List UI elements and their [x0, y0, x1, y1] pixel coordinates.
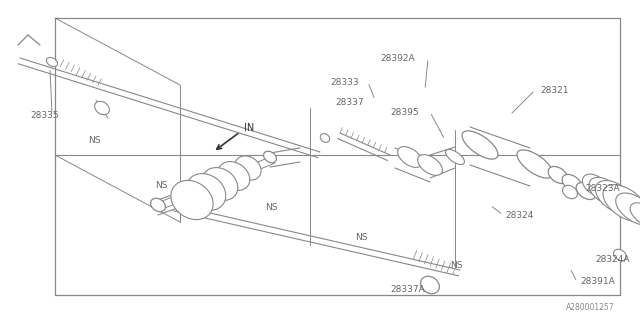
Ellipse shape: [150, 198, 165, 212]
Ellipse shape: [576, 182, 596, 200]
Text: IN: IN: [244, 123, 254, 133]
Ellipse shape: [462, 131, 498, 159]
Ellipse shape: [418, 155, 442, 175]
Text: 28333: 28333: [330, 77, 358, 86]
Text: NS: NS: [155, 180, 168, 189]
Text: 28335: 28335: [30, 110, 59, 119]
Ellipse shape: [517, 150, 553, 178]
Ellipse shape: [630, 203, 640, 227]
Ellipse shape: [589, 177, 621, 205]
Ellipse shape: [614, 249, 627, 261]
Text: 28324: 28324: [505, 211, 533, 220]
Text: 28337: 28337: [335, 98, 364, 107]
Text: 28395: 28395: [390, 108, 419, 116]
Text: NS: NS: [88, 135, 100, 145]
Ellipse shape: [616, 193, 640, 225]
Ellipse shape: [235, 156, 261, 180]
Ellipse shape: [562, 174, 582, 192]
Ellipse shape: [445, 149, 465, 164]
Ellipse shape: [47, 57, 58, 67]
Ellipse shape: [595, 180, 634, 213]
Text: 28391A: 28391A: [580, 277, 615, 286]
Text: 28337A: 28337A: [390, 285, 425, 294]
Ellipse shape: [218, 162, 250, 190]
Ellipse shape: [397, 147, 422, 167]
Ellipse shape: [95, 101, 109, 115]
Text: NS: NS: [355, 234, 367, 243]
Ellipse shape: [582, 174, 607, 196]
Ellipse shape: [171, 180, 213, 220]
Ellipse shape: [563, 185, 577, 199]
Text: 28324A: 28324A: [595, 255, 630, 265]
Ellipse shape: [420, 276, 440, 294]
Text: A280001257: A280001257: [566, 303, 615, 313]
Ellipse shape: [264, 151, 276, 163]
Ellipse shape: [320, 134, 330, 142]
Ellipse shape: [603, 185, 640, 221]
Ellipse shape: [202, 168, 238, 200]
Text: 28323A: 28323A: [585, 183, 620, 193]
Text: NS: NS: [450, 260, 463, 269]
Ellipse shape: [548, 166, 568, 184]
Text: 28321: 28321: [540, 85, 568, 94]
Text: 28392A: 28392A: [380, 53, 415, 62]
Text: NS: NS: [265, 203, 278, 212]
Ellipse shape: [186, 173, 226, 211]
